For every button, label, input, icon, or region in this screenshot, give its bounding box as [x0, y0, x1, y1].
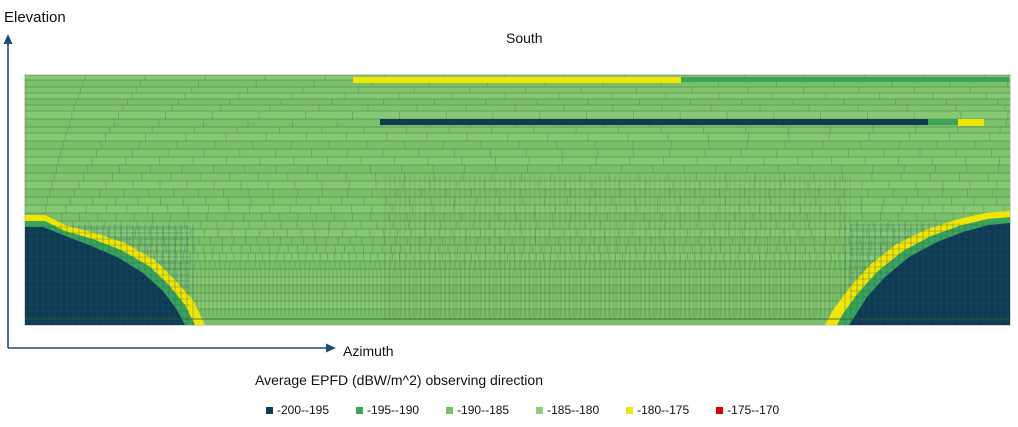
legend-swatch — [356, 406, 364, 414]
heatmap-band — [25, 309, 1010, 317]
heatmap-band — [25, 205, 1010, 213]
legend-item: -195--190 — [356, 403, 419, 417]
upper-yellow-cap — [958, 119, 984, 126]
heatmap-band — [25, 80, 1010, 87]
top-yellow-strip — [353, 77, 681, 83]
heatmap-band — [25, 301, 1010, 309]
x-axis-label: Azimuth — [343, 343, 394, 359]
heatmap-band — [25, 93, 1010, 99]
x-axis-arrowhead — [326, 343, 336, 353]
heatmap-band — [25, 269, 1010, 277]
chart-caption: Average EPFD (dBW/m^2) observing directi… — [255, 372, 543, 388]
heatmap-band — [25, 293, 1010, 301]
heatmap-band — [25, 105, 1010, 111]
legend-label: -185--180 — [547, 403, 600, 417]
heatmap-band — [25, 157, 1010, 165]
legend-label: -200--195 — [277, 403, 330, 417]
y-axis-label: Elevation — [4, 9, 66, 26]
heatmap-band — [25, 111, 1010, 119]
heatmap-band — [25, 99, 1010, 105]
legend-item: -180--175 — [626, 403, 689, 417]
heatmap-band — [25, 141, 1010, 149]
legend-label: -175--170 — [727, 403, 780, 417]
legend-swatch — [716, 406, 724, 414]
y-axis-arrowhead — [3, 34, 13, 44]
heatmap-band — [25, 277, 1010, 285]
heatmap-band — [25, 253, 1010, 261]
heatmap-band — [25, 213, 1010, 221]
epfd-heatmap — [25, 75, 1010, 325]
legend-label: -180--175 — [637, 403, 690, 417]
legend-swatch — [266, 406, 273, 414]
heatmap-band — [25, 149, 1010, 157]
heatmap-band — [25, 181, 1010, 189]
legend-item: -185--180 — [536, 403, 599, 417]
heatmap-band — [25, 197, 1010, 205]
upper-dark-strip — [380, 119, 928, 125]
heatmap-band — [25, 285, 1010, 293]
right-corner-dark — [849, 223, 1010, 325]
heatmap-band — [25, 173, 1010, 181]
chart-title: South — [506, 30, 543, 46]
legend-item: -200--195 — [266, 403, 329, 417]
legend-swatch — [446, 406, 454, 414]
heatmap-band — [25, 245, 1010, 253]
legend-swatch — [626, 406, 634, 414]
heatmap-band — [25, 229, 1010, 237]
heatmap-band — [25, 165, 1010, 173]
legend-swatch — [536, 406, 544, 414]
heatmap-band — [25, 133, 1010, 141]
upper-green-cap — [928, 119, 958, 125]
heatmap-band — [25, 261, 1010, 269]
heatmap-band — [25, 189, 1010, 197]
legend-label: -195--190 — [367, 403, 420, 417]
heatmap-band — [25, 237, 1010, 245]
legend-label: -190--185 — [457, 403, 510, 417]
heatmap-band — [25, 87, 1010, 93]
heatmap-band — [25, 221, 1010, 229]
legend-item: -190--185 — [446, 403, 509, 417]
legend: -200--195 -195--190 -190--185 -185--180 -180… — [266, 403, 806, 417]
top-green-strip — [681, 77, 1009, 82]
heatmap-band — [25, 127, 1010, 133]
legend-item: -175--170 — [716, 403, 779, 417]
